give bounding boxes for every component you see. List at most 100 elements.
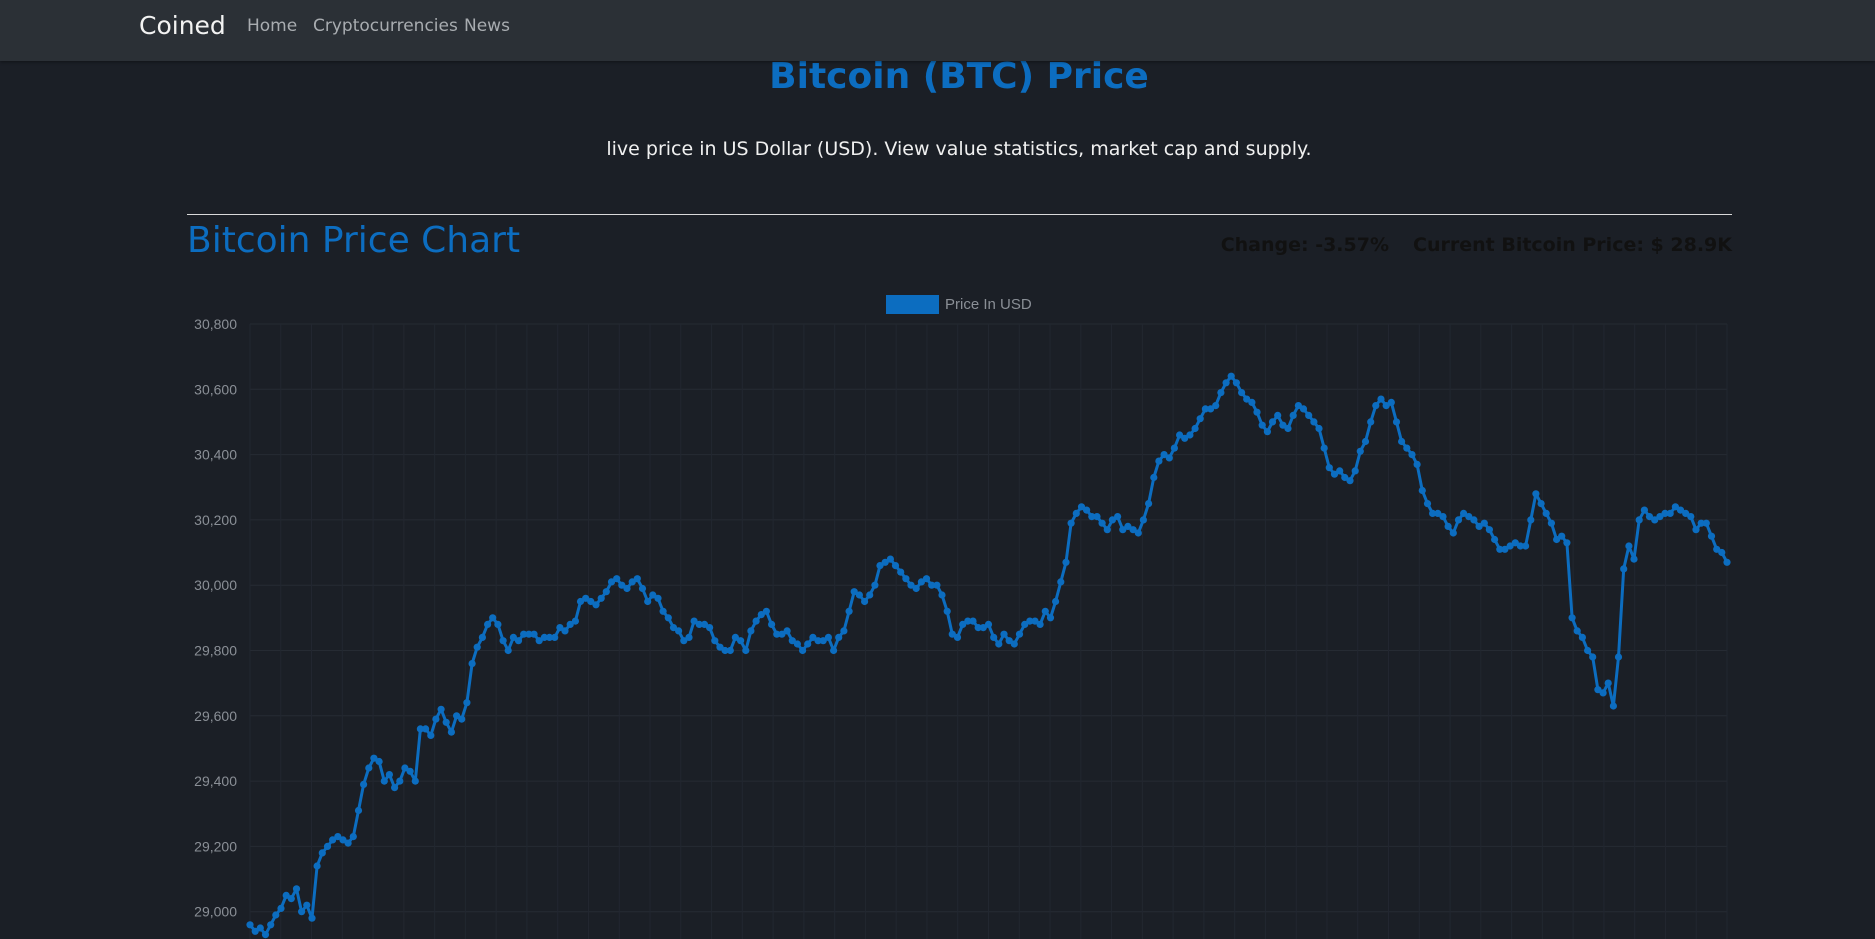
- data-point[interactable]: [308, 914, 316, 922]
- data-point[interactable]: [1475, 522, 1483, 530]
- data-point[interactable]: [561, 627, 569, 635]
- data-point[interactable]: [1460, 509, 1468, 517]
- data-point[interactable]: [757, 611, 765, 619]
- data-point[interactable]: [1496, 545, 1504, 553]
- data-point[interactable]: [385, 771, 393, 779]
- data-point[interactable]: [1361, 437, 1370, 446]
- data-point[interactable]: [1263, 428, 1271, 436]
- data-point[interactable]: [675, 627, 683, 635]
- data-point[interactable]: [726, 646, 734, 655]
- data-point[interactable]: [690, 617, 698, 625]
- data-point[interactable]: [1702, 519, 1710, 527]
- data-point[interactable]: [866, 591, 874, 599]
- data-point[interactable]: [1687, 513, 1695, 521]
- data-point[interactable]: [1697, 519, 1705, 527]
- data-point[interactable]: [494, 620, 502, 628]
- data-point[interactable]: [778, 630, 786, 638]
- data-point[interactable]: [871, 581, 879, 589]
- data-point[interactable]: [1041, 607, 1049, 615]
- data-point[interactable]: [1212, 402, 1220, 410]
- data-point[interactable]: [1558, 532, 1566, 540]
- data-point[interactable]: [525, 630, 533, 638]
- data-point[interactable]: [1413, 460, 1421, 468]
- nav-news-link[interactable]: News: [464, 16, 510, 36]
- data-point[interactable]: [1522, 542, 1530, 550]
- data-point[interactable]: [1568, 614, 1576, 622]
- data-point[interactable]: [1124, 522, 1132, 530]
- data-point[interactable]: [256, 924, 264, 932]
- data-point[interactable]: [1015, 630, 1024, 638]
- data-point[interactable]: [1320, 444, 1328, 452]
- data-point[interactable]: [1666, 509, 1674, 517]
- data-point[interactable]: [1346, 477, 1354, 485]
- data-point[interactable]: [1000, 630, 1008, 638]
- data-point[interactable]: [1392, 418, 1401, 426]
- data-point[interactable]: [613, 575, 621, 583]
- data-point[interactable]: [1170, 444, 1178, 452]
- data-point[interactable]: [468, 660, 476, 668]
- data-point[interactable]: [1692, 526, 1700, 534]
- data-point[interactable]: [1336, 467, 1344, 475]
- data-point[interactable]: [1423, 500, 1432, 508]
- data-point[interactable]: [1046, 614, 1055, 622]
- data-point[interactable]: [1465, 513, 1473, 521]
- data-point[interactable]: [401, 764, 409, 772]
- data-point[interactable]: [835, 633, 843, 641]
- data-point[interactable]: [246, 921, 254, 929]
- data-point[interactable]: [1207, 405, 1215, 413]
- data-point[interactable]: [1351, 467, 1359, 475]
- data-point[interactable]: [1232, 379, 1240, 387]
- data-point[interactable]: [1289, 411, 1297, 419]
- data-point[interactable]: [1243, 395, 1251, 403]
- data-point[interactable]: [1367, 418, 1375, 426]
- data-point[interactable]: [845, 607, 853, 615]
- data-point[interactable]: [948, 630, 956, 638]
- data-point[interactable]: [886, 555, 895, 563]
- data-point[interactable]: [742, 646, 750, 655]
- data-point[interactable]: [1114, 513, 1122, 521]
- data-point[interactable]: [1201, 405, 1209, 413]
- data-point[interactable]: [1036, 620, 1044, 628]
- data-point[interactable]: [287, 895, 295, 903]
- data-point[interactable]: [623, 584, 631, 593]
- data-point[interactable]: [334, 833, 342, 841]
- data-point[interactable]: [1248, 398, 1256, 406]
- data-point[interactable]: [1547, 519, 1555, 527]
- data-point[interactable]: [762, 607, 771, 615]
- data-point[interactable]: [773, 630, 781, 638]
- data-point[interactable]: [953, 633, 962, 641]
- data-point[interactable]: [360, 780, 368, 788]
- data-point[interactable]: [1031, 617, 1039, 625]
- data-point[interactable]: [633, 575, 641, 583]
- data-point[interactable]: [453, 712, 461, 720]
- data-point[interactable]: [545, 633, 554, 641]
- data-point[interactable]: [706, 624, 714, 632]
- data-point[interactable]: [540, 633, 549, 641]
- data-point[interactable]: [313, 862, 321, 870]
- data-point[interactable]: [979, 624, 987, 632]
- data-point[interactable]: [298, 908, 306, 916]
- data-point[interactable]: [442, 718, 450, 726]
- data-point[interactable]: [1330, 470, 1339, 478]
- data-point[interactable]: [685, 633, 693, 641]
- data-point[interactable]: [1671, 503, 1679, 511]
- data-point[interactable]: [1279, 421, 1287, 429]
- data-point[interactable]: [1325, 464, 1333, 472]
- data-point[interactable]: [618, 581, 626, 589]
- data-point[interactable]: [747, 627, 755, 635]
- data-point[interactable]: [1305, 411, 1313, 419]
- data-point[interactable]: [897, 568, 905, 576]
- data-point[interactable]: [1134, 529, 1142, 537]
- nav-home-link[interactable]: Home: [247, 16, 298, 36]
- data-point[interactable]: [1119, 526, 1127, 534]
- data-point[interactable]: [1010, 640, 1018, 648]
- data-point[interactable]: [1258, 421, 1266, 429]
- data-point[interactable]: [1139, 516, 1147, 524]
- data-point[interactable]: [799, 646, 807, 655]
- data-point[interactable]: [1222, 379, 1230, 387]
- data-point[interactable]: [1067, 519, 1075, 527]
- data-point[interactable]: [251, 927, 259, 935]
- data-point[interactable]: [1274, 411, 1282, 419]
- data-point[interactable]: [1532, 490, 1540, 498]
- data-point[interactable]: [664, 614, 672, 622]
